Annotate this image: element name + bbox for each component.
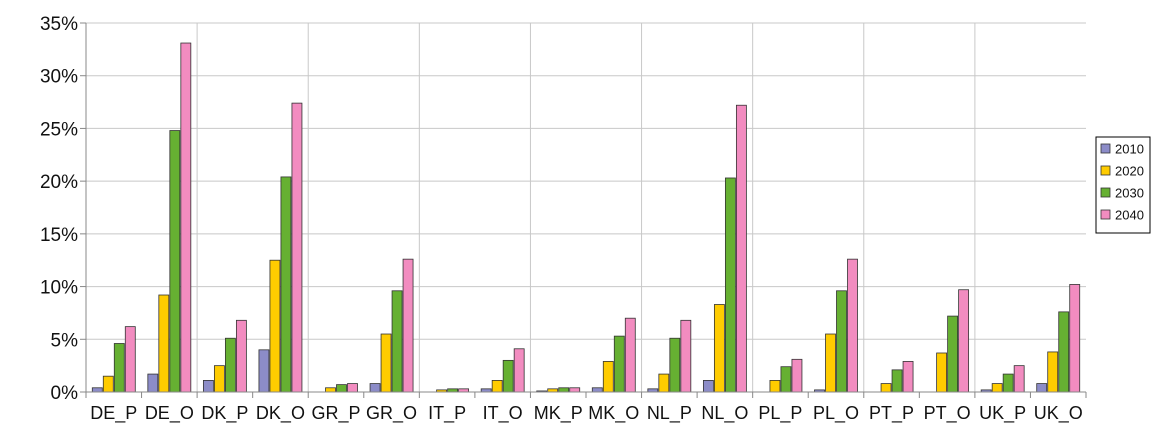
bar-NL_P-2020	[658, 373, 670, 393]
bar-PT_P-2020	[880, 383, 892, 393]
bar-DK_P-2030	[224, 337, 236, 393]
bar-NL_O-2040	[735, 104, 747, 393]
x-tick-label: GR_P	[311, 403, 360, 423]
x-tick-labels: DE_P DE_O DK_P DK_O GR_P GR_O IT_P IT_O MK_P MK_O…	[90, 403, 1082, 423]
bar-GR_P-2030	[336, 384, 347, 393]
x-tick-label: PL_O	[813, 403, 859, 423]
x-tick-label: DK_P	[201, 403, 248, 423]
x-tick-label: MK_P	[534, 403, 583, 423]
legend-label-2040: 2040	[1115, 208, 1144, 223]
y-tick-label: 0%	[51, 383, 79, 404]
bar-GR_O-2010	[369, 383, 381, 393]
bar-IT_O-2020	[491, 380, 503, 393]
bar-PT_O-2040	[958, 289, 970, 393]
bar-UK_P-2030	[1002, 373, 1014, 393]
legend-label-2030: 2030	[1115, 186, 1144, 201]
bar-GR_P-2020	[325, 387, 336, 393]
legend-swatch-2010	[1100, 143, 1111, 154]
bar-PT_P-2030	[891, 369, 903, 393]
x-tick-label: NL_P	[647, 403, 692, 423]
bar-NL_O-2020	[713, 304, 725, 393]
bar-UK_P-2040	[1013, 365, 1025, 393]
x-tick-label: PL_P	[758, 403, 802, 423]
legend: 2010 2020 2030 2040	[1095, 136, 1151, 234]
y-tick-label: 25%	[40, 119, 78, 140]
bar-NL_P-2040	[680, 319, 692, 393]
x-tick-label: NL_O	[701, 403, 748, 423]
x-tick-label: UK_P	[979, 403, 1026, 423]
bar-DE_P-2040	[124, 326, 136, 393]
y-tick-label: 15%	[40, 225, 78, 246]
y-tick-labels: 0% 5% 10% 15% 20% 25% 30% 35%	[40, 14, 78, 404]
bar-MK_O-2010	[591, 387, 603, 393]
bar-DE_P-2010	[91, 387, 103, 393]
bar-UK_O-2040	[1069, 284, 1081, 393]
bar-UK_P-2020	[991, 383, 1003, 393]
x-tick-label: DE_O	[145, 403, 194, 423]
bar-NL_O-2010	[702, 380, 714, 393]
bar-DK_P-2040	[235, 319, 247, 393]
x-tick-label: IT_P	[428, 403, 466, 423]
bar-MK_O-2020	[602, 361, 614, 393]
y-tick-label: 20%	[40, 172, 78, 193]
bar-UK_O-2020	[1047, 351, 1059, 393]
x-tick-label: DE_P	[90, 403, 137, 423]
x-tick-label: UK_O	[1034, 403, 1083, 423]
legend-swatch-2020	[1100, 165, 1111, 176]
bar-IT_O-2040	[513, 348, 525, 393]
gridlines	[86, 22, 1086, 393]
bar-NL_P-2030	[669, 337, 681, 393]
bar-IT_O-2030	[502, 359, 514, 393]
bar-NL_O-2030	[724, 177, 736, 393]
bar-PT_P-2040	[902, 361, 914, 393]
bar-GR_O-2040	[402, 258, 414, 393]
y-tick-label: 35%	[40, 14, 78, 35]
bar-DE_O-2020	[158, 294, 170, 393]
x-tick-label: MK_O	[588, 403, 639, 423]
bar-GR_O-2020	[380, 333, 392, 393]
bar-DE_O-2030	[169, 130, 181, 393]
bar-MK_P-2040	[569, 387, 581, 393]
bar-MK_P-2030	[558, 387, 570, 393]
bar-DE_O-2010	[147, 373, 159, 393]
bar-DK_O-2040	[291, 102, 303, 393]
bar-UK_O-2010	[1036, 383, 1048, 393]
legend-label-2020: 2020	[1115, 164, 1144, 179]
bar-GR_P-2040	[347, 383, 358, 393]
bar-GR_O-2030	[391, 290, 403, 393]
bar-PL_O-2040	[847, 258, 858, 393]
bar-PL_O-2030	[836, 290, 847, 393]
bar-DK_O-2010	[258, 349, 270, 393]
x-tick-label: IT_O	[483, 403, 523, 423]
y-tick-label: 5%	[51, 330, 79, 351]
x-tick-label: PT_P	[869, 403, 914, 423]
bar-PT_O-2030	[947, 315, 959, 393]
x-tick-label: PT_O	[924, 403, 971, 423]
bar-PL_P-2030	[780, 366, 792, 393]
bar-MK_O-2030	[613, 335, 625, 393]
bar-DE_P-2030	[113, 343, 125, 393]
bar-PT_O-2020	[936, 352, 948, 393]
bar-DE_P-2020	[102, 375, 114, 393]
bar-DE_O-2040	[180, 42, 192, 393]
axes	[80, 22, 1087, 398]
legend-swatch-2040	[1100, 209, 1111, 220]
bar-DK_P-2020	[213, 365, 225, 393]
legend-label-2010: 2010	[1115, 142, 1144, 157]
y-tick-label: 10%	[40, 278, 78, 299]
bars	[91, 42, 1081, 393]
y-tick-label: 30%	[40, 67, 78, 88]
bar-PL_O-2020	[825, 333, 836, 393]
bar-PL_P-2020	[769, 380, 781, 393]
bar-UK_O-2030	[1058, 311, 1070, 393]
legend-swatch-2030	[1100, 187, 1111, 198]
bar-MK_O-2040	[624, 317, 636, 393]
x-tick-label: GR_O	[366, 403, 417, 423]
bar-PL_P-2040	[791, 358, 803, 393]
bar-DK_P-2010	[202, 380, 214, 393]
bar-DK_O-2020	[269, 259, 281, 393]
bar-DK_O-2030	[280, 176, 292, 393]
x-tick-label: DK_O	[256, 403, 305, 423]
